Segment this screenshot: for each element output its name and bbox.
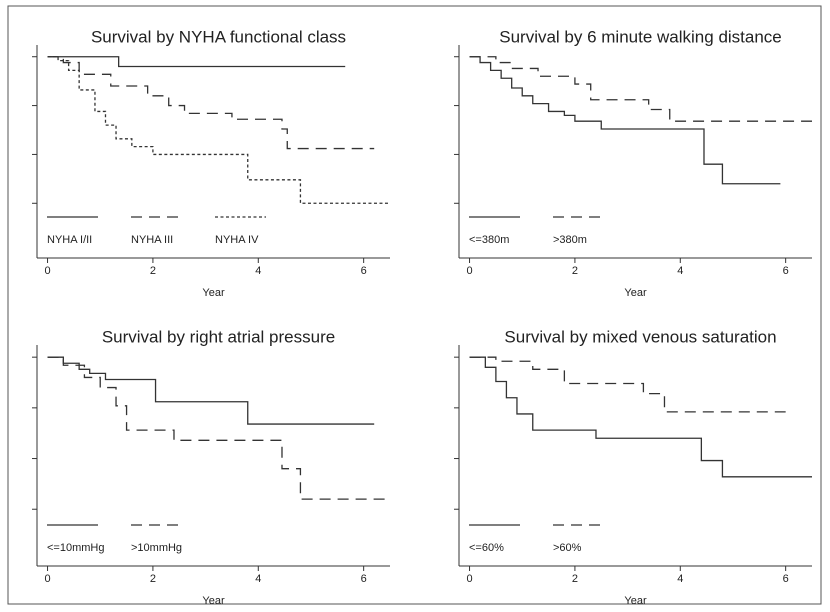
x-tick-label: 4 — [677, 573, 683, 585]
legend-label: <=60% — [469, 542, 504, 554]
survival-curve — [47, 56, 375, 150]
survival-curve — [469, 56, 812, 122]
survival-curve — [469, 356, 786, 413]
survival-curve — [47, 356, 390, 500]
legend-label: NYHA I/II — [47, 234, 92, 246]
x-tick-label: 2 — [572, 573, 578, 585]
x-tick-label: 4 — [255, 573, 261, 585]
legend-label: NYHA III — [131, 234, 173, 246]
chart-title: Survival by NYHA functional class — [91, 27, 346, 46]
x-tick-label: 0 — [466, 573, 472, 585]
legend-label: NYHA IV — [215, 234, 259, 246]
x-axis-label: Year — [624, 595, 647, 607]
x-tick-label: 4 — [677, 265, 683, 277]
chart-title: Survival by right atrial pressure — [102, 327, 335, 346]
survival-curve — [47, 356, 375, 425]
survival-curve — [47, 56, 390, 204]
legend-label: >10mmHg — [131, 542, 182, 554]
x-tick-label: 6 — [783, 573, 789, 585]
x-axis-label: Year — [202, 287, 225, 299]
survival-curve — [47, 56, 346, 68]
legend-label: >60% — [553, 542, 582, 554]
survival-curve — [469, 56, 781, 185]
x-tick-label: 4 — [255, 265, 261, 277]
chart-title: Survival by mixed venous saturation — [504, 327, 776, 346]
survival-curve — [469, 356, 812, 478]
chart-title: Survival by 6 minute walking distance — [499, 27, 782, 46]
x-tick-label: 6 — [783, 265, 789, 277]
legend-label: >380m — [553, 234, 587, 246]
x-tick-label: 2 — [572, 265, 578, 277]
legend-label: <=380m — [469, 234, 509, 246]
x-tick-label: 6 — [361, 265, 367, 277]
x-tick-label: 6 — [361, 573, 367, 585]
x-tick-label: 2 — [150, 573, 156, 585]
x-axis-label: Year — [624, 287, 647, 299]
x-tick-label: 0 — [44, 265, 50, 277]
x-tick-label: 0 — [466, 265, 472, 277]
legend-label: <=10mmHg — [47, 542, 104, 554]
x-tick-label: 2 — [150, 265, 156, 277]
page-border — [7, 5, 822, 605]
x-axis-label: Year — [202, 595, 225, 607]
x-tick-label: 0 — [44, 573, 50, 585]
